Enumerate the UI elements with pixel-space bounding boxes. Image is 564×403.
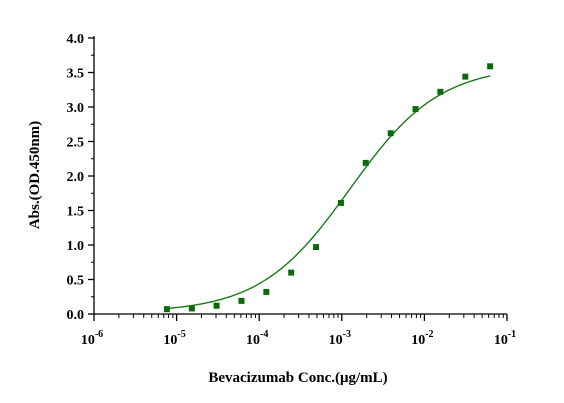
y-axis-title: Abs.(OD.450nm) xyxy=(27,121,43,229)
data-point xyxy=(213,302,220,309)
y-tick-label: 0.5 xyxy=(67,274,85,289)
axes xyxy=(88,36,508,321)
fit-curve xyxy=(166,75,491,310)
data-point xyxy=(462,73,469,80)
data-point xyxy=(487,63,494,70)
y-tick-label: 1.5 xyxy=(67,205,85,220)
data-point xyxy=(163,306,170,313)
x-tick-label: 10-6 xyxy=(81,329,103,348)
data-point xyxy=(437,88,444,95)
data-point xyxy=(238,297,245,304)
x-tick-label: 10-3 xyxy=(329,329,351,348)
y-tick-label: 2.5 xyxy=(67,136,85,151)
plot-area xyxy=(163,63,494,313)
tick-labels: 0.0 0.5 1.0 1.5 2.0 2.5 3.0 3.5 4.0 10-6 10-5 10-4 1… xyxy=(67,32,517,348)
data-point xyxy=(362,159,369,166)
data-point xyxy=(263,288,270,295)
data-point xyxy=(188,305,195,312)
data-point xyxy=(412,106,419,113)
data-point xyxy=(387,130,394,137)
x-tick-label: 10-4 xyxy=(246,329,268,348)
x-tick-label: 10-2 xyxy=(411,329,433,348)
y-tick-label: 3.0 xyxy=(67,101,85,116)
data-point xyxy=(288,269,295,276)
data-point xyxy=(337,199,344,206)
x-tick-label: 10-5 xyxy=(163,329,185,348)
y-tick-label: 1.0 xyxy=(67,239,85,254)
y-tick-label: 3.5 xyxy=(67,67,85,82)
y-tick-label: 4.0 xyxy=(67,32,85,47)
x-axis-title: Bevacizumab Conc.(μg/mL) xyxy=(208,370,387,386)
y-tick-label: 2.0 xyxy=(67,170,85,185)
y-tick-label: 0.0 xyxy=(67,308,85,323)
x-tick-label: 10-1 xyxy=(494,329,516,348)
data-point xyxy=(313,244,320,251)
